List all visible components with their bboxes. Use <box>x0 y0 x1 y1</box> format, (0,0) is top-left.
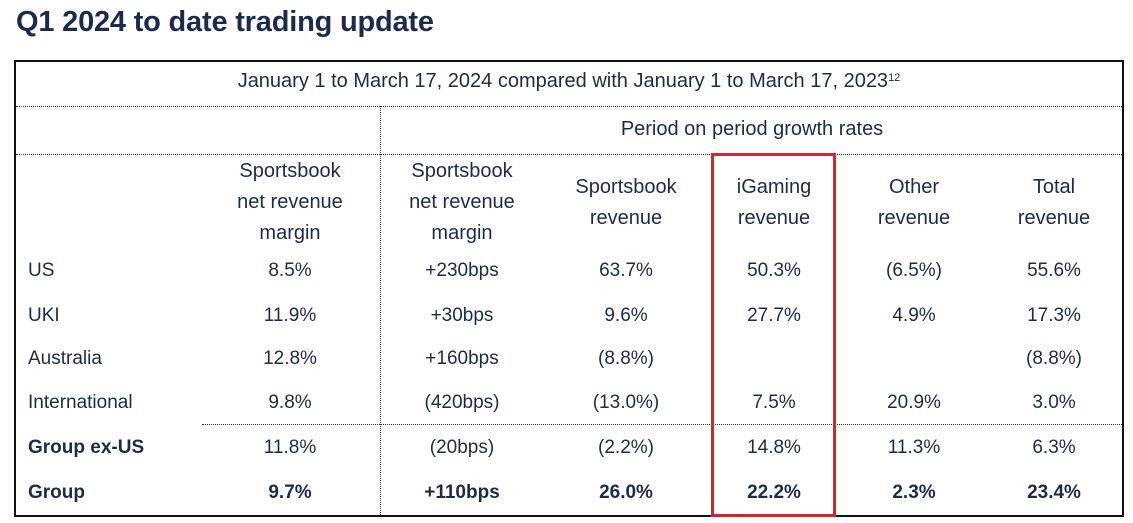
table-cell: 4.9% <box>892 305 936 326</box>
table-cell: 22.2% <box>747 482 801 503</box>
column-header-line: net revenue <box>237 191 343 213</box>
column-header-line: Total <box>1032 176 1076 198</box>
caption-divider <box>16 106 1122 107</box>
table-cell: 11.8% <box>263 437 317 458</box>
igaming-highlight-box <box>711 153 836 517</box>
table-cell: 2.3% <box>892 482 936 503</box>
table-cell: 55.6% <box>1027 260 1081 281</box>
caption-text: January 1 to March 17, 2024 compared wit… <box>237 70 889 92</box>
column-header: iGaming revenue <box>704 172 844 234</box>
table-cell: 12.8% <box>263 348 317 369</box>
column-header: Sportsbook net revenue margin <box>220 156 360 249</box>
table-cell: (8.8%) <box>598 348 654 369</box>
table-cell: 7.5% <box>752 392 796 413</box>
page-title: Q1 2024 to date trading update <box>16 6 434 38</box>
trading-table: January 1 to March 17, 2024 compared wit… <box>14 60 1124 517</box>
table-cell: 20.9% <box>887 392 941 413</box>
table-cell: 6.3% <box>1032 437 1076 458</box>
row-label: UKI <box>28 305 60 326</box>
table-cell: (6.5%) <box>886 260 942 281</box>
table-caption: January 1 to March 17, 2024 compared wit… <box>16 70 1122 93</box>
column-header: Sportsbook revenue <box>556 172 696 234</box>
table-cell: 23.4% <box>1027 482 1081 503</box>
column-header-line: Sportsbook <box>411 160 513 182</box>
column-header-line: Sportsbook <box>575 176 677 198</box>
table-cell: (2.2%) <box>598 437 654 458</box>
table-cell: 27.7% <box>747 305 801 326</box>
column-header-line: margin <box>431 222 493 244</box>
column-header: Total revenue <box>984 172 1124 234</box>
column-header-line: revenue <box>589 207 663 229</box>
table-cell: +110bps <box>424 482 500 503</box>
column-divider <box>380 106 381 515</box>
column-header-line: Sportsbook <box>239 160 341 182</box>
table-cell: 11.9% <box>263 305 317 326</box>
table-cell: 14.8% <box>747 437 801 458</box>
column-header-line: revenue <box>737 207 811 229</box>
table-cell: +160bps <box>425 348 499 369</box>
caption-footnote: 12 <box>888 72 901 84</box>
column-header-line: Other <box>888 176 940 198</box>
row-label: Australia <box>28 348 102 369</box>
table-cell: 50.3% <box>747 260 801 281</box>
group-header-divider <box>16 154 1122 155</box>
table-cell: +230bps <box>425 260 499 281</box>
table-cell: (8.8%) <box>1026 348 1082 369</box>
table-cell: 63.7% <box>599 260 653 281</box>
table-cell: 8.5% <box>268 260 312 281</box>
column-header-line: margin <box>259 222 321 244</box>
table-cell: 9.8% <box>268 392 312 413</box>
table-cell: 17.3% <box>1027 305 1081 326</box>
table-cell: 26.0% <box>599 482 653 503</box>
group-divider <box>202 424 1122 425</box>
table-cell: 3.0% <box>1032 392 1076 413</box>
column-header-line: net revenue <box>409 191 515 213</box>
table-cell: 9.7% <box>268 482 312 503</box>
column-header-line: revenue <box>1017 207 1091 229</box>
row-label: International <box>28 392 133 413</box>
table-cell: (20bps) <box>429 437 495 458</box>
row-label: Group ex-US <box>28 437 145 458</box>
table-cell: 9.6% <box>604 305 648 326</box>
column-header: Other revenue <box>844 172 984 234</box>
table-cell: +30bps <box>430 305 494 326</box>
row-label: Group <box>28 482 85 503</box>
growth-group-header: Period on period growth rates <box>620 118 884 140</box>
table-cell: (13.0%) <box>592 392 660 413</box>
column-header-line: revenue <box>877 207 951 229</box>
column-header-line: iGaming <box>736 176 812 198</box>
table-cell: 11.3% <box>887 437 941 458</box>
table-cell: (420bps) <box>424 392 500 413</box>
row-label: US <box>28 260 55 281</box>
column-header: Sportsbook net revenue margin <box>392 156 532 249</box>
